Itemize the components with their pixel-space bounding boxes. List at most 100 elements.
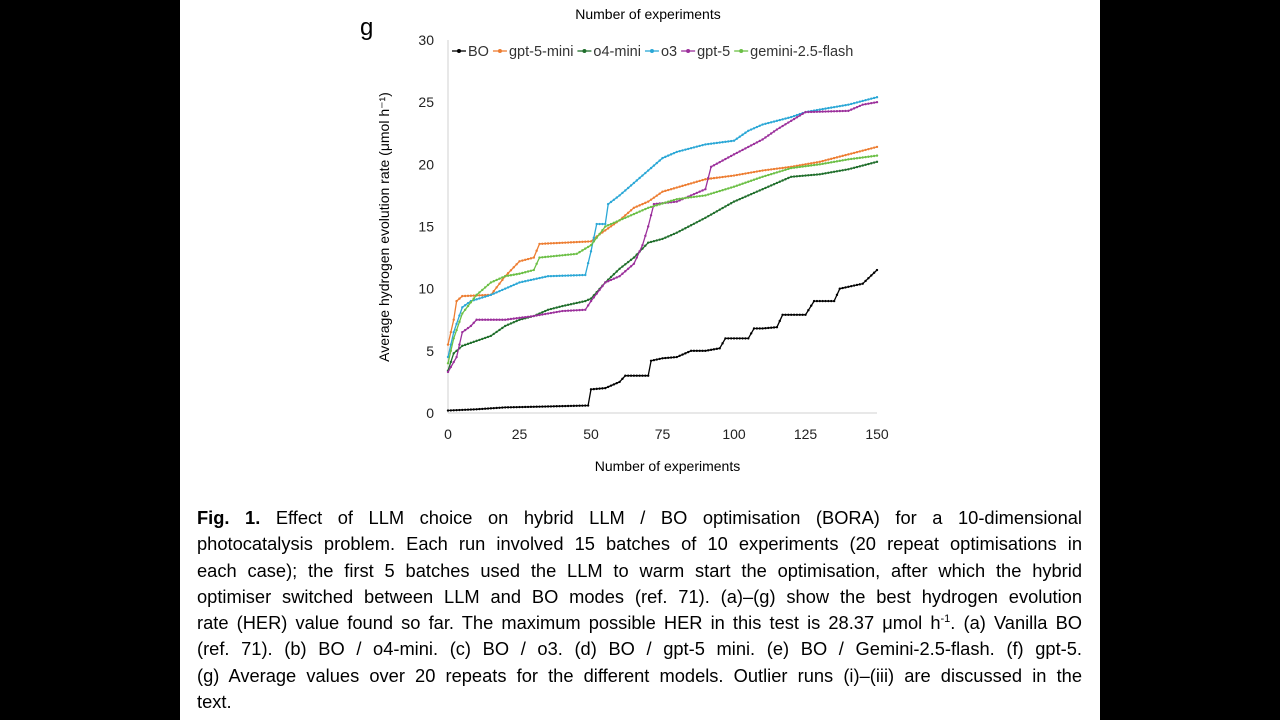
data-point-gpt-5-mini	[855, 150, 859, 154]
caption-line: (ref. 71). (b) BO / o4-mini. (c) BO / o3…	[197, 638, 1082, 660]
data-point-BO	[747, 337, 750, 340]
data-point-o3	[544, 275, 547, 279]
data-point-BO	[544, 405, 547, 408]
data-point-BO	[589, 388, 593, 391]
data-point-gemini-2.5-flash	[649, 205, 653, 209]
data-point-BO	[692, 349, 696, 353]
data-point-gpt-5-mini	[755, 170, 759, 173]
data-point-gpt-5-mini	[564, 241, 567, 244]
data-point-gpt-5	[672, 200, 676, 204]
data-point-gemini-2.5-flash	[655, 204, 658, 207]
data-point-gpt-5-mini	[735, 173, 739, 177]
data-point-gemini-2.5-flash	[764, 174, 767, 178]
data-point-gpt-5	[635, 256, 638, 259]
data-point-BO	[575, 404, 578, 408]
data-point-gemini-2.5-flash	[687, 196, 690, 199]
data-point-gpt-5	[821, 110, 824, 113]
data-point-o4-mini	[804, 174, 807, 177]
data-point-BO	[781, 313, 784, 316]
data-point-BO	[824, 299, 827, 303]
data-point-gemini-2.5-flash	[569, 253, 573, 256]
data-point-gemini-2.5-flash	[741, 182, 744, 185]
data-point-o3	[790, 115, 793, 119]
data-point-gpt-5	[498, 318, 501, 321]
data-point-gemini-2.5-flash	[855, 157, 859, 160]
data-point-gpt-5-mini	[804, 163, 807, 166]
legend-marker-gpt-5-mini	[497, 49, 502, 53]
data-point-o3	[784, 117, 787, 120]
data-point-gpt-5	[466, 326, 470, 330]
data-point-gemini-2.5-flash	[638, 210, 641, 213]
data-point-gemini-2.5-flash	[667, 200, 670, 203]
data-point-gpt-5-mini	[461, 294, 464, 298]
data-point-o3	[687, 147, 690, 151]
data-point-o3	[689, 146, 693, 150]
data-point-o3	[830, 106, 833, 109]
data-point-gpt-5	[764, 136, 767, 139]
data-point-BO	[495, 406, 498, 410]
data-point-o3	[729, 139, 733, 143]
data-point-BO	[689, 349, 693, 353]
data-point-o3	[606, 202, 610, 206]
data-point-o4-mini	[669, 234, 673, 237]
data-point-o4-mini	[810, 173, 813, 177]
data-point-gemini-2.5-flash	[678, 197, 681, 200]
data-point-gpt-5-mini	[521, 259, 524, 262]
data-point-BO	[709, 348, 713, 352]
data-point-BO	[732, 337, 736, 340]
data-point-BO	[810, 304, 813, 307]
data-point-gpt-5-mini	[578, 240, 581, 244]
data-point-o3	[498, 289, 501, 293]
data-point-gpt-5-mini	[830, 157, 833, 161]
data-point-o4-mini	[741, 196, 744, 200]
data-point-o4-mini	[784, 178, 787, 181]
data-point-o4-mini	[566, 303, 570, 307]
data-point-gpt-5-mini	[767, 168, 770, 172]
data-point-gpt-5-mini	[644, 201, 647, 205]
data-point-BO	[449, 409, 453, 412]
data-point-gemini-2.5-flash	[821, 162, 824, 166]
data-point-o4-mini	[864, 163, 867, 167]
data-point-BO	[818, 299, 821, 303]
legend-label-gpt-5-mini: gpt-5-mini	[509, 44, 573, 60]
data-point-gpt-5	[461, 330, 464, 334]
data-point-o4-mini	[795, 175, 799, 178]
data-point-gemini-2.5-flash	[747, 180, 750, 183]
data-point-BO	[724, 337, 727, 340]
caption-line: each case); the first 5 batches used the…	[197, 559, 1082, 581]
data-point-o3	[707, 142, 710, 146]
data-point-gpt-5	[815, 110, 819, 113]
data-point-o3	[564, 274, 567, 277]
data-point-gpt-5-mini	[787, 165, 790, 169]
data-point-o3	[652, 164, 656, 167]
data-point-o4-mini	[498, 328, 501, 332]
data-point-gpt-5	[504, 318, 507, 321]
data-point-o4-mini	[664, 236, 667, 239]
data-point-o4-mini	[466, 342, 470, 346]
data-point-o4-mini	[509, 322, 513, 325]
data-point-o3	[647, 169, 650, 172]
data-point-gpt-5-mini	[675, 186, 678, 189]
data-point-gpt-5	[629, 265, 633, 268]
legend-marker-o3	[649, 49, 654, 53]
data-point-o3	[769, 121, 773, 124]
data-point-o3	[701, 143, 704, 147]
data-point-gemini-2.5-flash	[452, 337, 455, 340]
data-point-o4-mini	[778, 180, 781, 183]
y-tick-label: 0	[426, 405, 434, 421]
data-point-BO	[792, 313, 796, 316]
data-point-gpt-5-mini	[784, 166, 787, 169]
data-point-gpt-5-mini	[807, 162, 810, 166]
data-point-gpt-5-mini	[495, 286, 498, 289]
data-point-gpt-5	[787, 121, 790, 124]
data-point-gpt-5	[455, 355, 458, 359]
data-point-gpt-5	[452, 360, 455, 364]
data-point-gemini-2.5-flash	[729, 186, 733, 189]
data-point-gpt-5-mini	[624, 214, 627, 217]
data-point-gpt-5-mini	[629, 209, 633, 212]
data-point-gemini-2.5-flash	[852, 157, 856, 160]
data-point-gpt-5	[761, 138, 764, 141]
data-point-o3	[586, 261, 590, 265]
data-point-gpt-5	[572, 309, 576, 312]
data-point-o4-mini	[492, 332, 495, 336]
